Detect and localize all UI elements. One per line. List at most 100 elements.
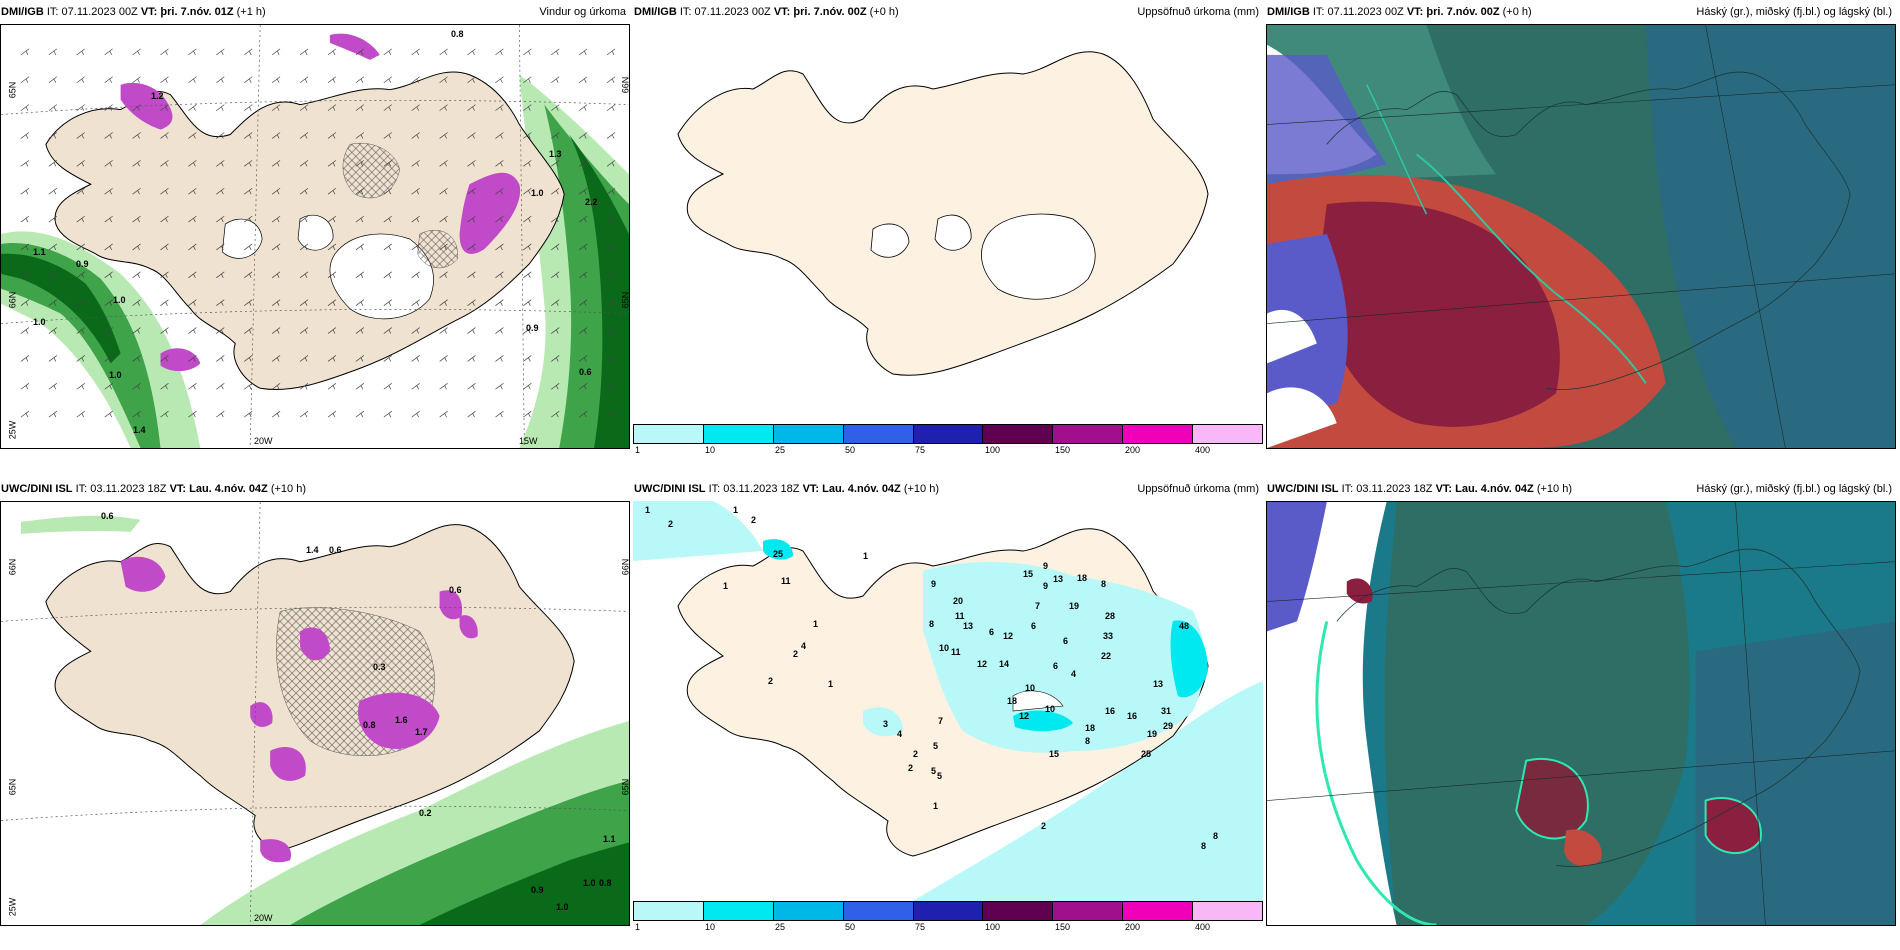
colorbar-tick-label: 1 <box>635 445 641 455</box>
colorbar-tick-label: 1 <box>635 922 641 932</box>
wind-barb <box>104 187 113 195</box>
wind-barb <box>606 160 616 167</box>
wind-barb <box>495 76 504 84</box>
precip-value: 13 <box>963 621 974 631</box>
map-svg <box>1 502 629 925</box>
wind-barb <box>551 383 560 390</box>
wind-barb <box>355 383 365 390</box>
precip-value: 1.0 <box>109 370 122 380</box>
wind-barb <box>20 132 30 139</box>
wind-barb <box>216 383 225 390</box>
wind-barb <box>327 327 337 334</box>
wind-barb <box>439 187 448 195</box>
wind-barb <box>495 410 504 418</box>
wind-barb <box>132 187 141 195</box>
panel-header: DMI/IGB IT: 07.11.2023 00Z VT: þri. 7.nó… <box>1266 0 1896 24</box>
precip-value: 19 <box>1147 729 1158 739</box>
precip-value: 9 <box>1043 561 1049 571</box>
wind-barb <box>467 327 476 334</box>
precip-value: 5 <box>937 771 943 781</box>
wind-barb <box>216 76 225 84</box>
precip-value: 0.6 <box>449 585 462 595</box>
precip-value: 10 <box>1045 704 1056 714</box>
colorbar-tick-label: 200 <box>1125 445 1141 455</box>
wind-barb <box>578 271 588 279</box>
panel-top-right: DMI/IGB IT: 07.11.2023 00Z VT: þri. 7.nó… <box>1266 0 1896 465</box>
precip-value: 1 <box>863 551 869 561</box>
init-time: 07.11.2023 00Z <box>61 6 138 18</box>
axis-label: 25W <box>7 420 18 440</box>
wind-barb <box>327 187 337 195</box>
colorbar-tick-label: 200 <box>1125 922 1141 932</box>
precip-value: 0.6 <box>579 367 592 377</box>
precip-value: 2 <box>908 763 914 773</box>
wind-barb <box>20 299 30 306</box>
colorbar: 1 10 25 50 75 100 150 200 400 <box>633 901 1263 932</box>
wind-barb <box>104 327 113 334</box>
wind-barb <box>355 215 365 223</box>
wind-barb <box>104 132 113 139</box>
precip-value: 8 <box>929 619 935 629</box>
wind-barb <box>244 48 253 56</box>
wind-barb <box>216 160 225 167</box>
wind-barb <box>551 48 560 56</box>
wind-barb <box>439 76 448 84</box>
wind-barb <box>132 132 141 139</box>
wind-barb <box>578 160 588 167</box>
wind-barb <box>132 355 141 362</box>
wind-barb <box>188 215 197 223</box>
wind-barb <box>160 355 169 362</box>
valid-time: Lau. 4.nóv. 04Z <box>822 483 901 495</box>
wind-barb <box>299 243 309 251</box>
wind-barb <box>271 104 281 111</box>
wind-barb <box>383 410 392 418</box>
wind-barb <box>20 104 30 111</box>
axis-label: 20W <box>254 436 273 446</box>
wind-barb <box>523 48 532 56</box>
wind-barb <box>20 215 30 223</box>
wind-barb <box>48 271 58 279</box>
wind-barb <box>76 271 85 279</box>
wind-barb <box>383 243 392 251</box>
wind-barb <box>271 215 281 223</box>
precip-value: 29 <box>1163 721 1174 731</box>
wind-barb <box>467 48 476 56</box>
wind-barb <box>383 187 392 195</box>
colorbar-swatch <box>773 902 844 920</box>
precip-value: 12 <box>977 659 988 669</box>
wind-barb <box>160 271 169 279</box>
colorbar-swatch <box>634 902 704 920</box>
precip-value: 3 <box>883 719 889 729</box>
wind-barb <box>76 410 85 418</box>
wind-barb <box>104 104 113 111</box>
wind-barb <box>299 104 309 111</box>
wind-barb <box>578 243 588 251</box>
wind-barb <box>355 271 365 279</box>
wind-barb <box>355 355 365 362</box>
precip-value: 1 <box>645 505 651 515</box>
axis-label: 65N <box>7 81 18 99</box>
map-accum-precip: 1 2 1 2 1 25 11 1 2 4 2 1 9 20 11 8 13 10 11 6 12 14 12 15 9 7 6 9 1… <box>633 501 1263 901</box>
precip-value: 25 <box>1141 749 1152 759</box>
panel-header: UWC/DINI ISL IT: 03.11.2023 18Z VT: Lau.… <box>0 477 630 501</box>
colorbar-tick-label: 10 <box>705 922 716 932</box>
wind-barb <box>104 383 113 390</box>
wind-barb <box>467 410 476 418</box>
wind-barb <box>411 327 420 334</box>
wind-barb <box>411 215 420 223</box>
wind-barb <box>48 76 58 84</box>
wind-barb <box>495 355 504 362</box>
it-label: IT: <box>1312 6 1325 18</box>
wind-barb <box>160 299 169 306</box>
wind-barb <box>188 243 197 251</box>
vt-label: VT: <box>773 6 791 18</box>
precip-value: 6 <box>989 627 995 637</box>
wind-barb <box>160 187 169 195</box>
wind-barb <box>411 383 420 390</box>
wind-barb <box>411 243 420 251</box>
wind-barb <box>467 76 476 84</box>
map-svg <box>633 501 1263 901</box>
wind-barb <box>523 271 532 279</box>
wind-barb <box>271 76 281 84</box>
wind-barb <box>439 104 448 111</box>
